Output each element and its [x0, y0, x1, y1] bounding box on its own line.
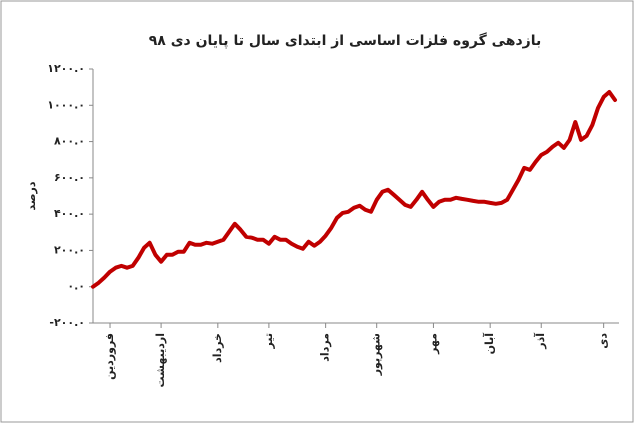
y-tick-label: ۱۰۰۰.۰: [47, 98, 85, 111]
line: [91, 90, 617, 289]
y-tick-label: ۶۰۰.۰: [54, 171, 85, 184]
x-tick-label: اردیبهشت: [154, 333, 167, 387]
y-tick-label: -۲۰۰.۰: [49, 316, 85, 329]
y-tick-label: ۰.۰: [67, 280, 85, 293]
y-tick-label: ۱۲۰۰.۰: [47, 62, 85, 75]
x-tick-label: آبان: [482, 333, 496, 355]
x-tick-label: فروردین: [103, 333, 116, 380]
y-tick-label: ۸۰۰.۰: [54, 135, 85, 148]
chart-title: بازدهی گروه فلزات اساسی از ابتدای سال تا…: [149, 32, 542, 49]
x-tick-label: دی: [597, 333, 610, 349]
y-tick-label: ۲۰۰.۰: [54, 243, 85, 256]
x-tick-label: آذر: [533, 333, 547, 350]
x-tick-label: مهر: [426, 333, 439, 355]
x-tick-label: مرداد: [319, 333, 332, 362]
x-tick-label: خرداد: [211, 333, 224, 363]
y-axis-label: درصد: [25, 181, 38, 210]
x-tick-label: تیر: [262, 333, 275, 349]
x-tick-label: شهریور: [370, 333, 383, 376]
y-tick-label: ۴۰۰.۰: [54, 207, 85, 220]
